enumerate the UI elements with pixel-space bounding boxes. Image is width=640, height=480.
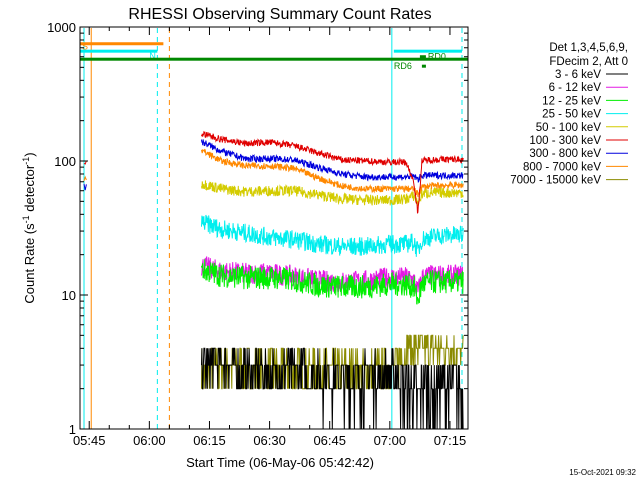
series-7000-to-15000keV-kev [201,334,464,390]
y-tick-label: 100 [54,154,76,169]
status-bar-label: N [149,51,156,61]
y-axis-label-exp1: -1 [21,215,31,223]
status-bar [80,57,468,61]
series-100-to-300keV-kev [83,130,464,214]
event-markers [83,28,463,429]
data-series [83,130,464,430]
status-bar [421,64,426,68]
y-axis-label-start: Count Rate (s [22,223,37,304]
y-tick-label: 1 [69,422,76,437]
status-bar [80,49,158,53]
series-early-segment [83,175,87,182]
legend-header-line-1: Det 1,3,4,5,6,9, [549,42,628,54]
status-bar-label: S [82,42,88,52]
status-bar-label: RD0 [428,52,446,62]
y-tick-label: 10 [62,288,76,303]
x-tick-label: 06:45 [313,433,346,448]
legend-label: 3 - 6 keV [555,69,601,81]
y-axis-label-end: ) [22,152,37,156]
x-tick-label: 05:45 [73,433,106,448]
series-trace [201,139,464,183]
legend-label: 300 - 800 keV [529,148,601,160]
legend-label: 7000 - 15000 keV [510,175,601,187]
series-trace [201,334,464,390]
legend-label: 25 - 50 keV [542,109,601,121]
y-axis-label: Count Rate (s-1 detector-1) [21,152,37,303]
axes: 1 10 100 1000 05:45 06:00 06:15 06:30 06:45 07:00… [47,20,468,448]
legend-header-line-2: FDecim 2, Att 0 [549,56,628,68]
x-axis-label: Start Time (06-May-06 05:42:42) [186,455,374,470]
y-axis-label-middle: detector [22,164,37,215]
timestamp: 15-Oct-2021 09:32 [569,468,636,477]
x-tick-label: 07:15 [434,433,467,448]
series-trace [201,130,464,214]
status-bar-label: RD6 [394,61,412,71]
x-tick-label: 06:15 [193,433,226,448]
status-bar [80,42,164,46]
plot-frame [79,26,469,430]
series-trace [201,214,464,257]
series-12-to-25keV-kev [201,259,464,305]
status-bar [393,49,462,53]
series-300-to-800keV-kev [83,139,464,191]
x-tick-label: 06:30 [253,433,286,448]
x-tick-label: 07:00 [374,433,407,448]
status-bar [419,55,426,59]
chart-title: RHESSI Observing Summary Count Rates [128,6,431,23]
series-trace [201,259,464,305]
legend-label: 800 - 7000 keV [523,161,601,173]
series-early-segment [83,160,87,165]
legend-label: 6 - 12 keV [549,82,602,94]
legend-label: 12 - 25 keV [542,95,601,107]
status-bars: S N RD0 RD6 [80,42,468,71]
y-tick-label: 1000 [47,20,76,35]
x-tick-label: 06:00 [133,433,166,448]
legend-label: 50 - 100 keV [536,122,602,134]
legend-label: 100 - 300 keV [529,135,601,147]
y-axis-label-exp2: -1 [21,157,31,165]
series-25-to-50keV-kev [201,214,464,257]
series-early-segment [83,183,87,191]
